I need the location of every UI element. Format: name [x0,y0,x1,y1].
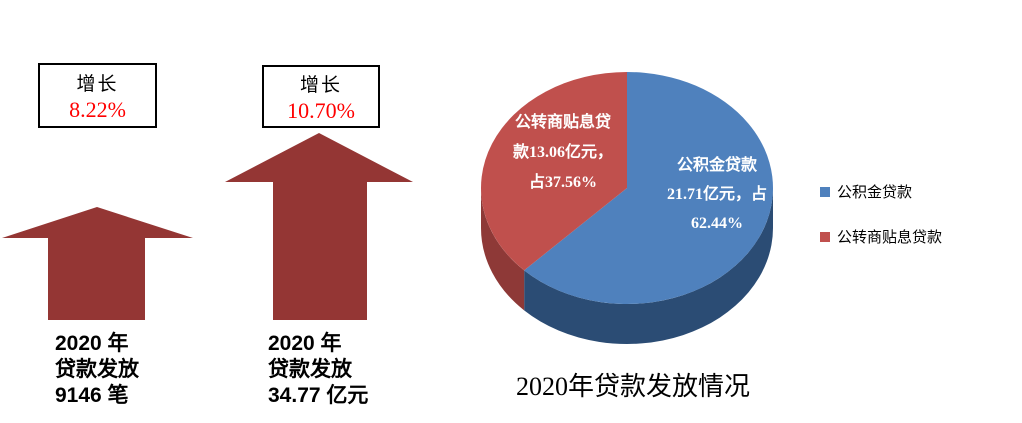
legend-label: 公转商贴息贷款 [837,230,943,246]
pie-label-line: 21.71亿元，占 [666,186,767,203]
growth-box-count: 增长 8.22% [38,63,157,128]
caption-line: 2020 年 [268,332,342,355]
pie-chart-title: 2020年贷款发放情况 [515,372,750,401]
pie-label-line: 占37.56% [528,174,597,191]
caption-line: 贷款发放 [268,358,352,381]
caption-line: 2020 年 [55,332,129,355]
pie-label-line: 款13.06亿元， [512,144,613,161]
legend-swatch-red [820,231,830,242]
pie-slice-label-gongjijin: 公积金贷款 21.71亿元，占 62.44% [642,151,792,238]
legend-item-gongjijin: 公积金贷款 [820,181,942,202]
pie-label-line: 公转商贴息贷 [514,114,611,131]
growth-value: 8.22% [69,96,126,122]
growth-value: 10.70% [287,97,355,123]
pie-legend: 公积金贷款 公转商贴息贷款 [820,181,942,271]
pie-label-line: 62.44% [691,215,743,232]
pie-label-line: 公积金贷款 [676,157,757,174]
growth-label: 增长 [76,73,119,95]
legend-swatch-blue [820,186,830,197]
caption-line: 贷款发放 [55,358,139,381]
arrow-caption-amount: 2020 年 贷款发放 34.77 亿元 [268,331,368,409]
pie-slice-label-gongzhuanshang: 公转商贴息贷 款13.06亿元， 占37.56% [488,108,638,198]
arrow-caption-count: 2020 年 贷款发放 9146 笔 [55,331,139,409]
growth-label: 增长 [299,74,342,96]
caption-line: 34.77 亿元 [268,384,369,407]
growth-box-amount: 增长 10.70% [262,65,380,128]
caption-line: 9146 笔 [55,384,129,407]
legend-item-gongzhuanshang: 公转商贴息贷款 [820,226,942,247]
legend-label: 公积金贷款 [837,185,913,201]
